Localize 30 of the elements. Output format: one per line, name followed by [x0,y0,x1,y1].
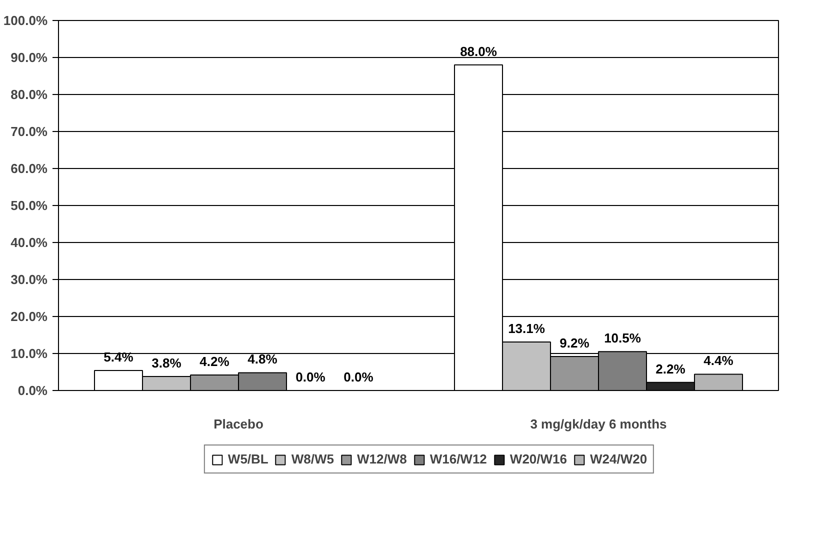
y-tick-label: 90.0% [10,50,48,65]
legend-label: W16/W12 [430,452,487,466]
data-label: 3.8% [152,355,182,370]
data-label: 0.0% [296,370,326,384]
y-tick-label: 20.0% [10,309,48,324]
x-tick-label: 3 mg/gk/day 6 months [530,416,667,432]
data-label: 4.4% [704,353,734,368]
y-tick-label: 100.0% [3,13,48,28]
y-tick-label: 10.0% [10,346,48,361]
data-label: 4.2% [200,354,230,369]
y-tick-label: 70.0% [10,124,48,139]
y-tick-label: 30.0% [10,272,48,287]
x-tick-label: Placebo [214,416,264,432]
legend-label: W8/W5 [291,452,334,466]
data-label: 9.2% [560,335,590,350]
legend-label: W20/W16 [510,452,567,466]
data-label: 0.0% [344,370,374,384]
y-tick-label: 80.0% [10,87,48,102]
legend-label: W24/W20 [590,452,648,466]
data-label: 4.8% [248,352,278,367]
legend-label: W5/BL [228,452,268,466]
data-label: 88.0% [460,44,498,59]
y-tick-label: 60.0% [10,161,48,176]
y-tick-label: 0.0% [18,383,48,398]
data-label: 13.1% [508,321,546,336]
legend-label: W12/W8 [357,452,407,466]
data-label: 10.5% [604,330,642,346]
data-label: 2.2% [656,361,686,376]
y-tick-label: 50.0% [10,198,48,213]
y-tick-label: 40.0% [10,235,48,250]
